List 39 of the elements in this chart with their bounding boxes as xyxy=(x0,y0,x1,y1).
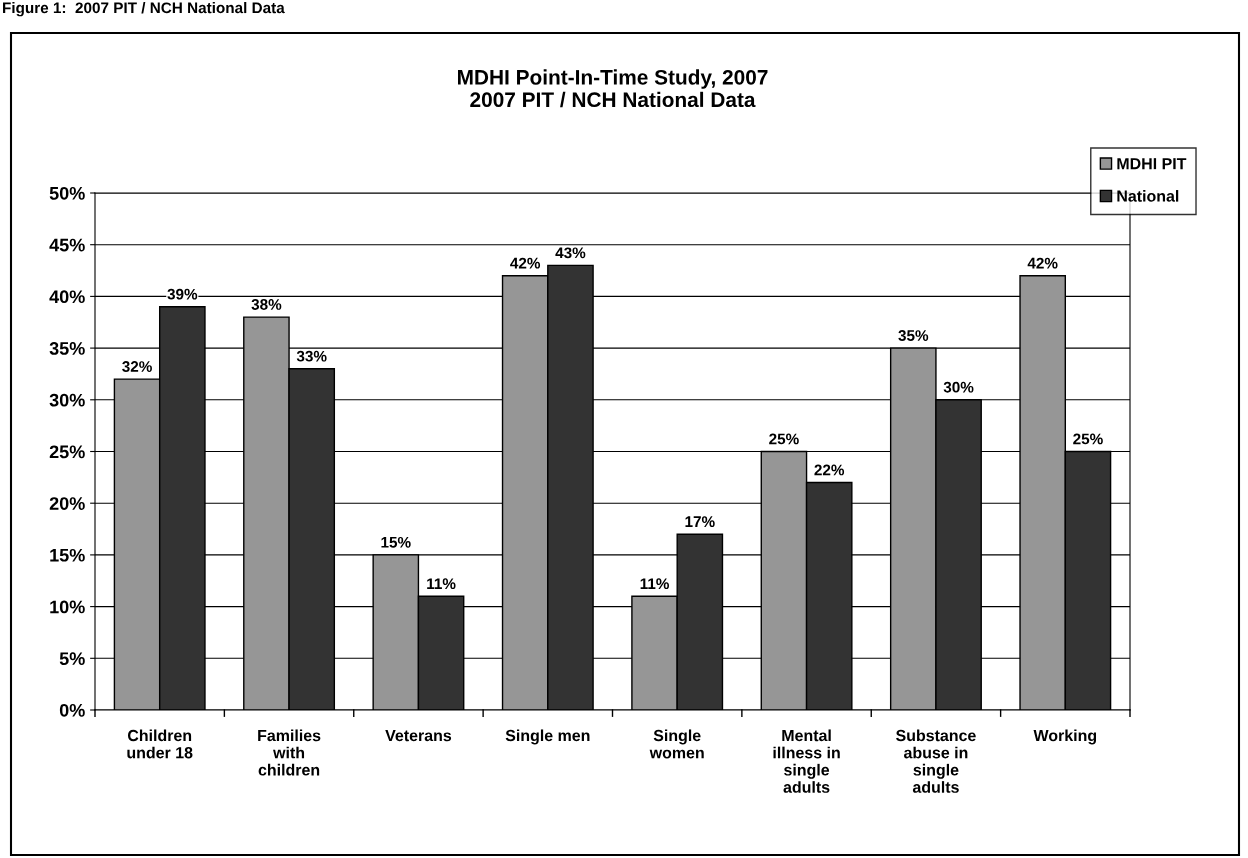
data-label: 43% xyxy=(555,247,586,259)
data-label: 11% xyxy=(427,578,456,590)
x-tick-label: Substance abuse in single adults xyxy=(896,729,976,793)
x-tick-label: Children under 18 xyxy=(127,729,193,759)
y-tick-label: 15% xyxy=(50,548,85,562)
data-label: 42% xyxy=(510,257,541,269)
data-label: 17% xyxy=(685,516,715,527)
y-tick-label: 0% xyxy=(59,703,85,717)
data-label: 15% xyxy=(381,536,411,548)
legend-label: MDHI PIT xyxy=(1117,158,1187,170)
legend-label: National xyxy=(1117,190,1179,202)
data-label: 38% xyxy=(251,299,282,310)
y-tick-label: 10% xyxy=(50,600,85,614)
data-label: 25% xyxy=(769,433,799,445)
y-tick-label: 40% xyxy=(49,290,85,304)
y-tick-label: 25% xyxy=(49,445,85,459)
x-tick-label: Working xyxy=(1033,729,1097,745)
x-tick-label: Mental illness in single adults xyxy=(773,729,840,793)
y-tick-label: 35% xyxy=(49,342,85,355)
data-label: 11% xyxy=(640,578,670,590)
x-tick-label: Single men xyxy=(505,729,590,745)
y-tick-label: 45% xyxy=(49,238,85,252)
x-tick-label: Veterans xyxy=(385,730,452,742)
data-label: 32% xyxy=(122,361,152,372)
y-tick-label: 5% xyxy=(59,652,85,666)
y-tick-label: 20% xyxy=(49,497,85,510)
data-label: 30% xyxy=(943,381,974,393)
data-label: 35% xyxy=(898,330,929,341)
caption: Figure 1: 2007 PIT / NCH National Data xyxy=(3,2,285,17)
y-tick-label: 30% xyxy=(49,393,85,407)
chart-title: MDHI Point-In-Time Study, 2007 2007 PIT / NCH National Data xyxy=(458,69,768,108)
data-label: 42% xyxy=(1027,257,1058,269)
x-tick-label: Single women xyxy=(649,729,704,759)
data-label: 22% xyxy=(814,464,845,476)
data-label: 25% xyxy=(1073,433,1103,445)
data-label: 33% xyxy=(296,350,327,362)
data-label: 39% xyxy=(167,288,198,300)
y-tick-label: 50% xyxy=(49,186,85,200)
x-tick-label: Families with children xyxy=(258,729,321,776)
